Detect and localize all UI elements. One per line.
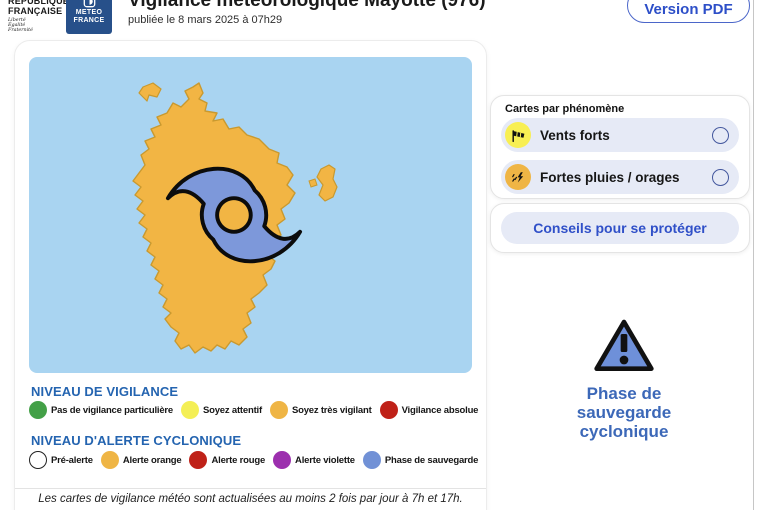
windsock-icon bbox=[505, 122, 531, 148]
vigilance-legend: Pas de vigilance particulière Soyez atte… bbox=[29, 401, 486, 419]
legend-item: Alerte orange bbox=[100, 451, 182, 469]
vigilance-map bbox=[29, 57, 472, 373]
phenomenon-label: Vents forts bbox=[540, 127, 610, 143]
gov-line-2: FRANÇAISE bbox=[8, 5, 63, 16]
alerte-legend-title: NIVEAU D'ALERTE CYCLONIQUE bbox=[31, 433, 242, 448]
card-divider bbox=[15, 488, 486, 489]
legend-item: Pas de vigilance particulière bbox=[29, 401, 173, 419]
phenomenon-row-fortes-pluies[interactable]: Fortes pluies / orages bbox=[501, 160, 739, 194]
meteo-france-icon bbox=[83, 0, 95, 8]
gov-line-1: RÉPUBLIQUE bbox=[8, 0, 70, 6]
page-title: Vigilance météorologique Mayotte (976) bbox=[128, 0, 486, 11]
legend-item: Soyez très vigilant bbox=[269, 401, 372, 419]
legend-color-dot bbox=[273, 451, 292, 469]
legend-color-dot bbox=[100, 451, 119, 469]
phase-label: Phase de sauvegarde cyclonique bbox=[576, 384, 672, 441]
cyclone-phase-status: Phase de sauvegarde cyclonique bbox=[520, 310, 728, 441]
update-footnote: Les cartes de vigilance météo sont actua… bbox=[38, 493, 463, 505]
radio-vents-forts[interactable] bbox=[712, 126, 729, 144]
airport-islet bbox=[308, 178, 318, 188]
vigilance-legend-title: NIVEAU DE VIGILANCE bbox=[31, 384, 179, 399]
legend-item: Soyez attentif bbox=[180, 401, 262, 419]
legend-item: Alerte rouge bbox=[189, 451, 265, 469]
legend-color-dot bbox=[189, 451, 208, 469]
radio-fortes-pluies[interactable] bbox=[712, 168, 729, 186]
mtsamboro-islet bbox=[138, 82, 162, 102]
advice-card: Conseils pour se protéger bbox=[490, 203, 750, 253]
petite-terre-island bbox=[316, 164, 338, 202]
legend-color-dot bbox=[29, 451, 47, 469]
legend-color-dot bbox=[180, 401, 199, 419]
alerte-legend: Pré-alerte Alerte orange Alerte rouge Al… bbox=[29, 451, 486, 469]
legend-item: Pré-alerte bbox=[29, 451, 93, 469]
legend-color-dot bbox=[362, 451, 381, 469]
legend-color-dot bbox=[379, 401, 398, 419]
legend-item: Vigilance absolue bbox=[379, 401, 478, 419]
legend-color-dot bbox=[29, 401, 47, 419]
mayotte-map-svg bbox=[132, 82, 338, 354]
publication-date: publiée le 8 mars 2025 à 07h29 bbox=[128, 14, 283, 26]
warning-triangle-icon bbox=[594, 319, 654, 371]
conseils-button[interactable]: Conseils pour se protéger bbox=[501, 212, 739, 244]
cyclone-icon bbox=[165, 166, 303, 264]
republique-francaise-logo: RÉPUBLIQUE FRANÇAISE Liberté Égalité Fra… bbox=[8, 0, 70, 33]
phenomena-card: Cartes par phénomène Vents forts Fortes … bbox=[490, 95, 750, 199]
version-pdf-button[interactable]: Version PDF bbox=[627, 0, 750, 23]
phenomenon-row-vents-forts[interactable]: Vents forts bbox=[501, 118, 739, 152]
legend-color-dot bbox=[269, 401, 288, 419]
map-card: NIVEAU DE VIGILANCE Pas de vigilance par… bbox=[14, 40, 487, 510]
phenomena-card-title: Cartes par phénomène bbox=[505, 103, 625, 115]
gov-logo-text: RÉPUBLIQUE FRANÇAISE bbox=[8, 0, 70, 16]
phenomenon-label: Fortes pluies / orages bbox=[540, 169, 680, 185]
gov-motto: Liberté Égalité Fraternité bbox=[8, 18, 33, 33]
meteo-france-logo: METEO FRANCE bbox=[66, 0, 112, 34]
legend-item: Phase de sauvegarde bbox=[362, 451, 478, 469]
meteo-france-wordmark: METEO FRANCE bbox=[73, 9, 105, 24]
page-right-divider bbox=[753, 0, 754, 510]
legend-item: Alerte violette bbox=[273, 451, 355, 469]
storm-rain-icon bbox=[505, 164, 531, 190]
